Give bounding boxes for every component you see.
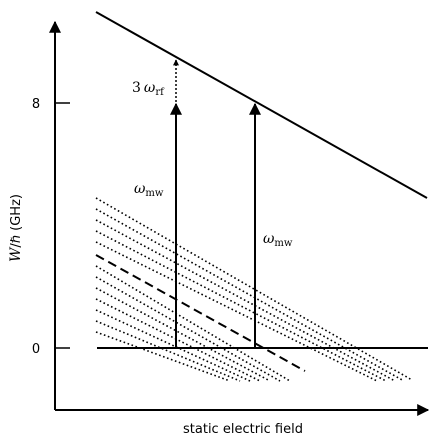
y-axis-label-unit: /ℏ (GHz) <box>9 194 24 248</box>
manifold-line <box>95 287 271 382</box>
manifold-line <box>95 276 281 382</box>
mw-label-right: ωmw <box>263 231 293 249</box>
manifold-line <box>95 298 261 382</box>
mw-label-left: ωmw <box>134 181 164 199</box>
rf-subscript: rf <box>155 87 165 98</box>
y-tick-label-0: 0 <box>32 342 40 357</box>
rydberg-level-line <box>95 11 428 199</box>
manifold-center-dashed-line <box>95 254 306 372</box>
manifold-line <box>95 219 396 382</box>
manifold-line <box>95 265 291 382</box>
rf-label: 3 ωrf <box>132 80 165 98</box>
manifold-line <box>95 208 405 382</box>
mw-right-omega: ω <box>263 231 275 247</box>
y-axis-label: W/ℏ (GHz) <box>8 194 24 262</box>
mw-left-omega: ω <box>134 181 146 197</box>
manifold-line <box>95 241 378 382</box>
y-axis-label-var: W <box>8 246 24 262</box>
manifold-line <box>95 230 387 382</box>
x-axis-label: static electric field <box>183 422 303 437</box>
rf-omega: ω <box>144 80 156 96</box>
stark-manifold <box>95 197 413 382</box>
manifold-line <box>95 331 231 382</box>
mw-right-subscript: mw <box>274 238 292 249</box>
manifold-line <box>95 197 413 381</box>
y-tick-label-8: 8 <box>32 97 40 112</box>
manifold-line <box>95 320 241 382</box>
manifold-line <box>95 309 251 382</box>
mw-left-subscript: mw <box>145 188 163 199</box>
rf-coefficient: 3 <box>132 80 141 96</box>
